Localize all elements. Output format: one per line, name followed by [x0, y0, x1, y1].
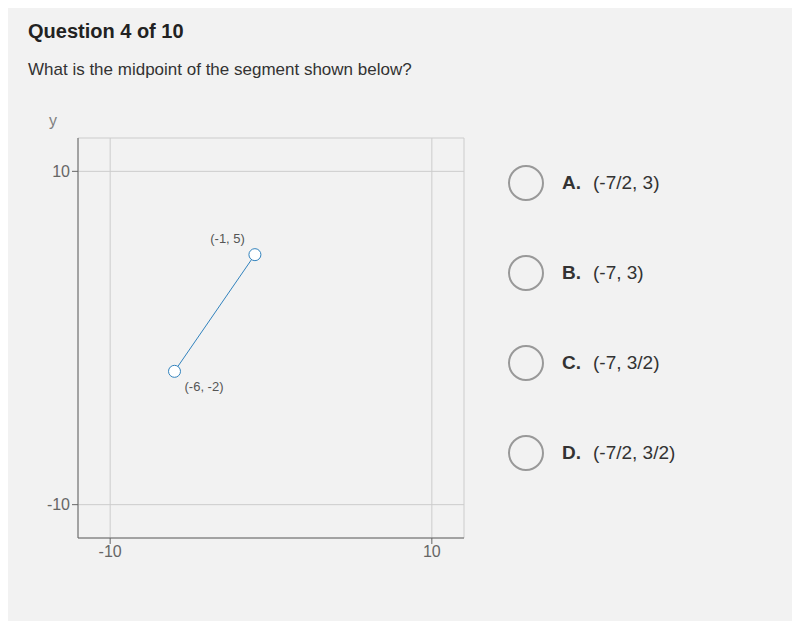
svg-text:(-1, 5): (-1, 5): [210, 231, 245, 246]
html-text:(-7/2, 3): (-7/2, 3): [593, 172, 660, 193]
svg-text:10: 10: [52, 163, 70, 180]
svg-text:(-6, -2): (-6, -2): [185, 379, 224, 394]
html-text:(-7, 3): (-7, 3): [593, 262, 644, 283]
html-text:B.: B.: [562, 262, 581, 283]
html-text:What is the midpoint of the se: What is the midpoint of the segment show…: [28, 60, 412, 79]
html-text:(-7, 3/2): (-7, 3/2): [593, 352, 660, 373]
html-text:A.: A.: [562, 172, 581, 193]
svg-text:y: y: [49, 112, 57, 129]
html-text:C.: C.: [562, 352, 581, 373]
html-text:D.: D.: [562, 442, 581, 463]
html-text:Question 4 of 10: Question 4 of 10: [28, 20, 184, 42]
svg-text:-10: -10: [47, 496, 70, 513]
svg-text:-10: -10: [99, 543, 122, 560]
html-text:(-7/2, 3/2): (-7/2, 3/2): [593, 442, 676, 463]
svg-text:10: 10: [423, 543, 441, 560]
